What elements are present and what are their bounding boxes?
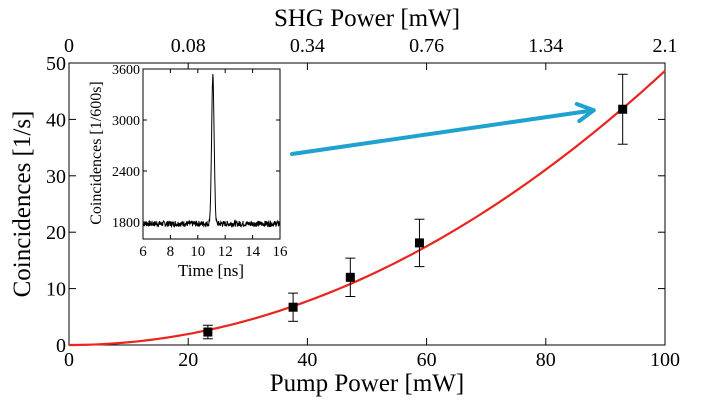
x2-tick-label: 2.1: [653, 35, 678, 57]
x2-tick-label: 0.34: [290, 35, 325, 57]
inset-y-label: Coincidences [1/600s]: [88, 81, 105, 225]
x-tick-label: 80: [536, 349, 556, 371]
data-point: [288, 302, 298, 312]
x2-axis-label: SHG Power [mW]: [274, 5, 460, 32]
inset-x-tick-label: 10: [190, 244, 205, 260]
x-tick-label: 100: [650, 349, 680, 371]
x-tick-label: 20: [178, 349, 198, 371]
x2-tick-label: 0.08: [171, 35, 206, 57]
arrow-head: [574, 101, 596, 124]
inset-trace: [142, 73, 281, 229]
inset-x-tick-label: 6: [139, 244, 147, 260]
inset-tick-labels: 6 8 10 12 14 16 1800 2400 3000 3600: [112, 63, 288, 260]
data-point: [345, 272, 355, 282]
x-axis-label: Pump Power [mW]: [270, 370, 464, 397]
data-point: [203, 327, 213, 337]
inset-x-tick-label: 8: [167, 244, 175, 260]
x2-tick-label: 1.34: [528, 35, 563, 57]
y-tick-label: 0: [56, 335, 66, 357]
y-tick-label: 10: [46, 279, 66, 301]
fit-curve: [68, 70, 666, 347]
inset-y-tick-label: 3600: [112, 63, 140, 78]
arrow: [290, 101, 596, 156]
y-tick-label: 30: [46, 166, 66, 188]
data-point: [414, 238, 424, 248]
x2-tick-label: 0: [64, 35, 74, 57]
data-points: [202, 73, 628, 340]
y-tick-label: 50: [46, 53, 66, 75]
y-tick-label: 40: [46, 109, 66, 131]
x-tick-label: 60: [417, 349, 437, 371]
inset-ticks: [142, 68, 281, 239]
inset-y-tick-label: 1800: [112, 216, 140, 231]
x-tick-label: 0: [64, 349, 74, 371]
y-tick-label: 20: [46, 222, 66, 244]
inset-x-tick-label: 16: [273, 244, 289, 260]
y-axis-label: Coincidences [1/s]: [9, 111, 36, 298]
x2-tick-label: 0.76: [409, 35, 444, 57]
main-plot-frame: [68, 62, 666, 346]
inset-x-tick-label: 12: [218, 244, 233, 260]
inset-x-tick-label: 14: [245, 244, 261, 260]
arrow-shaft: [290, 108, 596, 156]
inset-y-tick-label: 3000: [112, 114, 140, 129]
inset-y-tick-label: 2400: [112, 165, 140, 180]
x-tick-label: 40: [297, 349, 317, 371]
inset-x-label: Time [ns]: [178, 261, 244, 280]
data-point: [618, 104, 628, 114]
